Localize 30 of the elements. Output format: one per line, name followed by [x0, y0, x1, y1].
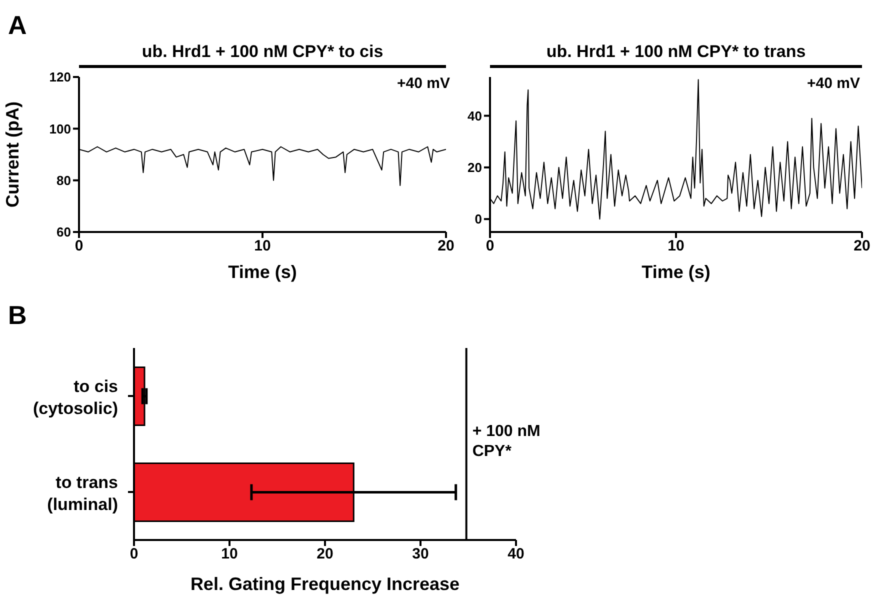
x-tick-label: 20: [316, 546, 334, 563]
x-axis-title: Time (s): [642, 262, 710, 282]
x-axis-title: Rel. Gating Frequency Increase: [190, 574, 460, 594]
y-tick-label: 120: [49, 70, 71, 85]
annotation: +40 mV: [807, 75, 860, 93]
x-tick-label: 0: [486, 238, 494, 255]
x-tick-label: 0: [130, 546, 138, 563]
y-tick-label: to trans (luminal): [47, 473, 118, 514]
x-tick-label: 20: [438, 238, 454, 255]
x-axis-title: Time (s): [228, 262, 297, 282]
y-tick-label: 40: [468, 108, 482, 124]
y-tick-label: 80: [56, 172, 71, 188]
x-tick-label: 10: [668, 238, 684, 255]
x-tick-label: 10: [254, 238, 271, 255]
annotation: +40 mV: [397, 75, 450, 93]
ref-line-label: + 100 nM CPY*: [472, 423, 540, 460]
y-tick-label: to cis (cytosolic): [32, 377, 118, 418]
y-tick-label: 60: [56, 224, 71, 240]
y-axis-title: Current (pA): [2, 102, 22, 208]
x-tick-label: 20: [854, 238, 870, 255]
x-tick-label: 30: [412, 546, 429, 563]
x-tick-label: 40: [508, 546, 524, 563]
chart-title: ub. Hrd1 + 100 nM CPY* to trans: [545, 42, 807, 62]
chart-title: ub. Hrd1 + 100 nM CPY* to cis: [140, 42, 384, 62]
y-tick-label: 100: [49, 121, 71, 136]
text: A: [8, 10, 27, 42]
y-tick-label: 20: [468, 160, 482, 176]
x-tick-label: 10: [221, 546, 238, 563]
y-tick-label: 0: [474, 212, 482, 227]
text: B: [8, 300, 27, 332]
